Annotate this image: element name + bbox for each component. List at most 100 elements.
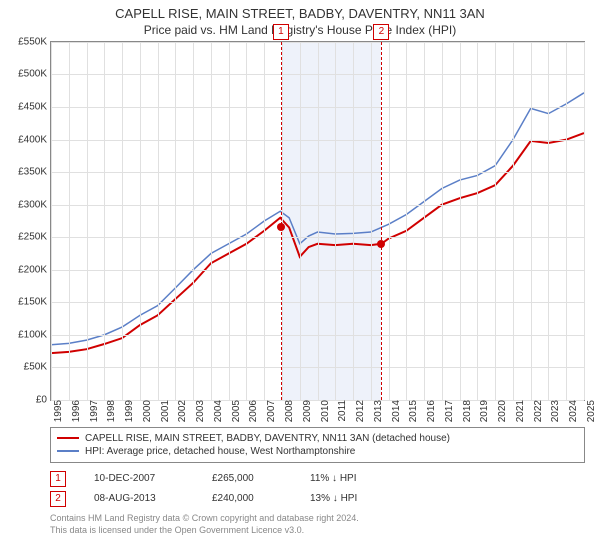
x-axis-label: 1996 [69,400,82,422]
plot-region: £0£50K£100K£150K£200K£250K£300K£350K£400… [50,41,585,401]
gridline-vertical [175,42,176,400]
y-axis-label: £300K [18,199,51,210]
footer-attribution: Contains HM Land Registry data © Crown c… [50,513,585,536]
x-axis-label: 2003 [193,400,206,422]
y-axis-label: £150K [18,297,51,308]
sale-price: £240,000 [212,493,282,504]
gridline-vertical [211,42,212,400]
x-axis-label: 2016 [424,400,437,422]
gridline-vertical [140,42,141,400]
x-axis-label: 2001 [158,400,171,422]
x-axis-label: 2013 [371,400,384,422]
gridline-vertical [406,42,407,400]
gridline-vertical [264,42,265,400]
gridline-vertical [513,42,514,400]
x-axis-label: 2006 [246,400,259,422]
x-axis-label: 2002 [175,400,188,422]
gridline-vertical [282,42,283,400]
y-axis-label: £200K [18,264,51,275]
legend: CAPELL RISE, MAIN STREET, BADBY, DAVENTR… [50,427,585,463]
y-axis-label: £250K [18,232,51,243]
gridline-vertical [584,42,585,400]
gridline-vertical [424,42,425,400]
x-axis-label: 2019 [477,400,490,422]
x-axis-label: 2018 [460,400,473,422]
gridline-vertical [531,42,532,400]
gridline-vertical [246,42,247,400]
gridline-vertical [229,42,230,400]
sale-row: 2 08-AUG-2013 £240,000 13% ↓ HPI [50,489,585,509]
gridline-vertical [300,42,301,400]
event-badge: 1 [273,24,289,40]
sale-marker [377,240,385,248]
gridline-vertical [158,42,159,400]
legend-item: CAPELL RISE, MAIN STREET, BADBY, DAVENTR… [57,432,578,445]
gridline-vertical [122,42,123,400]
x-axis-label: 1998 [104,400,117,422]
sale-date: 08-AUG-2013 [94,493,184,504]
x-axis-label: 2017 [442,400,455,422]
x-axis-label: 2011 [335,400,348,422]
event-line [281,42,282,400]
footer-line-2: This data is licensed under the Open Gov… [50,525,585,537]
y-axis-label: £350K [18,167,51,178]
gridline-vertical [335,42,336,400]
sale-badge: 1 [50,471,66,487]
y-axis-label: £50K [24,362,51,373]
x-axis-label: 2000 [140,400,153,422]
x-axis-label: 2023 [548,400,561,422]
gridline-vertical [193,42,194,400]
gridline-vertical [51,42,52,400]
gridline-vertical [460,42,461,400]
gridline-vertical [318,42,319,400]
sale-badge: 2 [50,491,66,507]
legend-item: HPI: Average price, detached house, West… [57,445,578,458]
gridline-vertical [87,42,88,400]
footer-line-1: Contains HM Land Registry data © Crown c… [50,513,585,525]
gridline-vertical [353,42,354,400]
x-axis-label: 2021 [513,400,526,422]
x-axis-label: 1999 [122,400,135,422]
x-axis-label: 2015 [406,400,419,422]
sale-date: 10-DEC-2007 [94,473,184,484]
y-axis-label: £400K [18,134,51,145]
x-axis-label: 2020 [495,400,508,422]
x-axis-label: 2005 [229,400,242,422]
chart-subtitle: Price paid vs. HM Land Registry's House … [0,23,600,41]
gridline-vertical [477,42,478,400]
y-axis-label: £100K [18,329,51,340]
y-axis-label: £500K [18,69,51,80]
x-axis-label: 2022 [531,400,544,422]
legend-swatch [57,450,79,452]
sale-price: £265,000 [212,473,282,484]
chart-title: CAPELL RISE, MAIN STREET, BADBY, DAVENTR… [0,0,600,23]
sale-vs-hpi: 11% ↓ HPI [310,473,400,484]
x-axis-label: 2025 [584,400,597,422]
x-axis-label: 2024 [566,400,579,422]
gridline-vertical [442,42,443,400]
sale-marker [277,223,285,231]
y-axis-label: £550K [18,36,51,47]
x-axis-label: 2004 [211,400,224,422]
x-axis-label: 2014 [389,400,402,422]
x-axis-label: 2010 [318,400,331,422]
x-axis-label: 2008 [282,400,295,422]
sale-vs-hpi: 13% ↓ HPI [310,493,400,504]
event-badge: 2 [373,24,389,40]
y-axis-label: £450K [18,101,51,112]
legend-label: HPI: Average price, detached house, West… [85,446,355,457]
legend-swatch [57,437,79,439]
sale-row: 1 10-DEC-2007 £265,000 11% ↓ HPI [50,469,585,489]
x-axis-label: 2012 [353,400,366,422]
gridline-vertical [548,42,549,400]
chart-area: £0£50K£100K£150K£200K£250K£300K£350K£400… [50,41,585,401]
x-axis-label: 2007 [264,400,277,422]
gridline-vertical [104,42,105,400]
gridline-vertical [495,42,496,400]
sales-table: 1 10-DEC-2007 £265,000 11% ↓ HPI 2 08-AUG-201… [50,469,585,509]
y-axis-label: £0 [36,394,51,405]
x-axis-label: 1997 [87,400,100,422]
gridline-vertical [389,42,390,400]
x-axis-label: 2009 [300,400,313,422]
gridline-vertical [371,42,372,400]
